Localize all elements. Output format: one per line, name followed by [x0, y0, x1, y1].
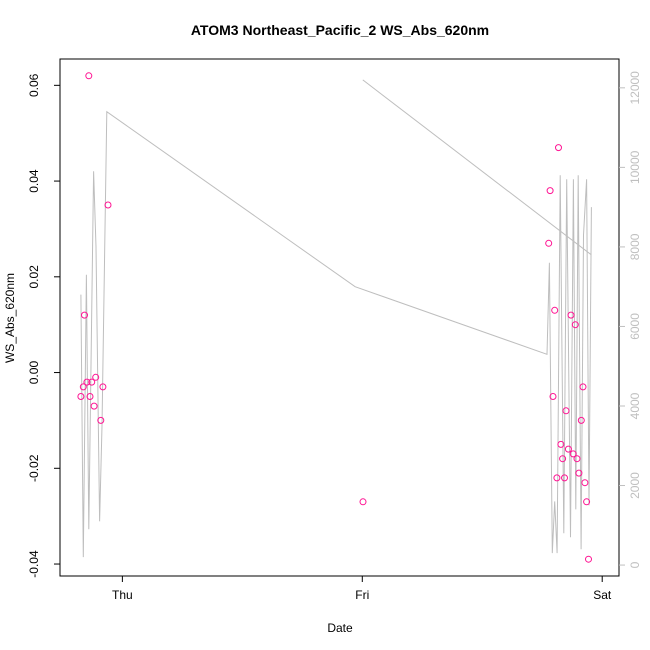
- data-point-10: [99, 383, 107, 391]
- data-point-20: [559, 455, 567, 463]
- x-axis-label: Date: [327, 621, 353, 635]
- x-tick-label-1: Fri: [355, 588, 369, 602]
- y-tick-label-3: 0.02: [27, 265, 41, 289]
- data-point-25: [569, 450, 577, 458]
- y-tick-label-0: -0.04: [27, 550, 41, 578]
- data-point-0: [77, 393, 85, 400]
- data-point-22: [562, 407, 570, 415]
- data-point-26: [571, 321, 579, 329]
- y2-tick-label-6: 12000: [628, 71, 642, 105]
- y2-tick-label-2: 4000: [628, 392, 642, 419]
- data-point-5: [86, 393, 94, 400]
- data-point-18: [555, 144, 562, 152]
- y2-tick-label-5: 10000: [628, 150, 642, 184]
- y-axis-label: WS_Abs_620nm: [3, 273, 17, 363]
- data-point-1: [79, 383, 87, 391]
- data-point-17: [553, 474, 561, 482]
- data-point-29: [577, 416, 585, 424]
- plot-area-frame: [59, 58, 620, 577]
- series-line-0: [80, 110, 592, 558]
- data-point-31: [581, 479, 589, 487]
- data-point-8: [92, 373, 100, 381]
- data-point-16: [551, 306, 559, 314]
- y-axis-right: 0 2000 4000 6000 8000 10000 12000: [619, 71, 642, 568]
- data-point-15: [549, 393, 557, 400]
- data-point-27: [573, 455, 581, 463]
- x-axis: Thu Fri Sat: [112, 576, 612, 602]
- y2-tick-label-4: 8000: [628, 233, 642, 260]
- x-tick-label-0: Thu: [112, 588, 133, 602]
- y2-tick-label-1: 2000: [628, 472, 642, 499]
- data-point-30: [579, 383, 587, 391]
- chart-title: ATOM3 Northeast_Pacific_2 WS_Abs_620nm: [191, 22, 489, 38]
- data-point-3: [83, 378, 91, 386]
- data-point-7: [90, 402, 98, 410]
- series-line-1: [362, 79, 592, 256]
- data-point-28: [575, 469, 583, 477]
- data-point-2: [81, 311, 88, 319]
- data-point-12: [359, 498, 367, 506]
- data-point-11: [104, 201, 112, 209]
- data-point-13: [545, 239, 553, 247]
- data-point-23: [564, 445, 572, 453]
- x-tick-label-2: Sat: [593, 588, 612, 602]
- y-tick-label-1: -0.02: [27, 454, 41, 482]
- y-axis-left: -0.04 -0.02 0.00 0.02 0.04 0.06: [27, 73, 60, 578]
- data-point-21: [561, 474, 568, 482]
- y-tick-label-2: 0.00: [27, 361, 41, 385]
- data-point-19: [557, 440, 565, 448]
- data-point-6: [88, 378, 96, 386]
- lines-layer: [80, 79, 592, 558]
- data-point-24: [567, 311, 575, 319]
- y-tick-label-5: 0.06: [27, 73, 41, 97]
- data-point-14: [546, 187, 554, 195]
- points-layer: [77, 72, 592, 563]
- data-point-4: [85, 72, 93, 80]
- y2-tick-label-3: 6000: [628, 313, 642, 340]
- data-point-33: [585, 555, 592, 563]
- y-tick-label-4: 0.04: [27, 169, 41, 193]
- data-point-32: [583, 498, 591, 506]
- data-point-9: [97, 416, 105, 424]
- y2-tick-label-0: 0: [628, 561, 642, 568]
